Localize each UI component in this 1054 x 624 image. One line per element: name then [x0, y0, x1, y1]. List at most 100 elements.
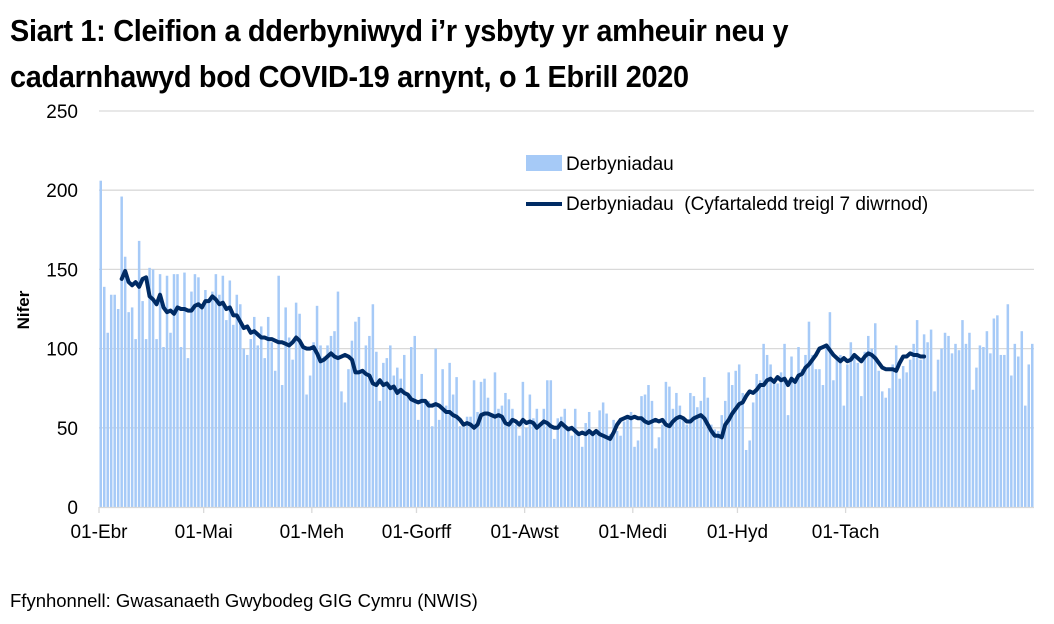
bar: [922, 334, 926, 507]
bar: [992, 318, 996, 507]
bar: [601, 402, 605, 507]
x-tick-label: 01-Medi: [598, 522, 667, 543]
bar: [532, 418, 535, 507]
legend-label-line: Derbyniadau (Cyfartaledd treigl 7 diwrno…: [566, 194, 928, 215]
bar: [204, 289, 207, 507]
bar: [765, 354, 769, 507]
bar: [985, 331, 989, 507]
bar: [915, 320, 919, 507]
x-axis: 01-Ebr 01-Mai 01-Meh 01-Gorff 01-Awst 01-Medi…: [70, 506, 1034, 543]
bar: [968, 332, 971, 507]
bar: [256, 345, 259, 507]
bar: [396, 367, 399, 507]
bar: [197, 277, 200, 507]
bar: [326, 345, 329, 507]
bar: [626, 418, 629, 507]
bar: [409, 347, 413, 507]
bar: [790, 356, 793, 507]
bar: [190, 291, 193, 507]
bar: [553, 438, 556, 507]
bar: [507, 399, 511, 507]
bar: [901, 366, 905, 507]
bar: [982, 347, 985, 507]
bar: [155, 339, 158, 507]
bar: [573, 408, 577, 507]
bar: [580, 446, 584, 507]
bar: [570, 435, 573, 507]
bar: [828, 312, 832, 507]
bar: [228, 280, 232, 507]
bar: [127, 312, 130, 507]
y-tick-label: 250: [46, 102, 78, 123]
bar: [1020, 331, 1024, 507]
bar: [521, 381, 525, 507]
bar: [413, 335, 416, 507]
bar: [329, 335, 333, 507]
bar: [186, 358, 190, 507]
bar: [737, 364, 741, 507]
bar: [423, 402, 427, 507]
bar: [804, 354, 807, 507]
bar: [371, 304, 375, 507]
bar: [692, 396, 696, 507]
bar: [1013, 343, 1017, 507]
bar: [113, 294, 116, 507]
bar: [378, 400, 382, 507]
bar: [368, 335, 371, 507]
bar: [437, 419, 441, 507]
bar: [636, 440, 640, 507]
bar: [880, 391, 884, 507]
bar: [225, 320, 228, 507]
bar: [860, 396, 863, 507]
bar: [200, 307, 204, 507]
bar: [591, 434, 594, 507]
bar: [542, 408, 546, 507]
bar: [270, 342, 273, 507]
bar: [476, 411, 479, 507]
bar: [287, 337, 291, 507]
bar: [539, 424, 542, 507]
bar: [518, 435, 521, 507]
bar: [884, 397, 887, 507]
legend-label-bars: Derbyniadau: [566, 154, 674, 175]
bar: [647, 385, 650, 507]
x-tick-label: 01-Mai: [175, 522, 233, 543]
bar: [315, 305, 319, 507]
bar: [814, 369, 818, 507]
bar: [333, 331, 336, 507]
bar: [947, 335, 950, 507]
bar: [455, 377, 458, 507]
bar: [734, 370, 737, 507]
bar: [566, 426, 570, 507]
bar: [699, 400, 703, 507]
bar: [863, 351, 867, 507]
bar: [696, 407, 699, 507]
bar: [253, 316, 256, 507]
bar: [263, 358, 266, 507]
bar: [284, 307, 287, 507]
x-tick-label: 01-Gorff: [382, 522, 452, 543]
bar: [605, 413, 608, 507]
bar: [783, 343, 786, 507]
bar: [751, 402, 755, 507]
bar: [800, 369, 804, 507]
bar: [361, 373, 364, 507]
bar: [528, 394, 532, 507]
bar: [671, 408, 675, 507]
bar: [211, 291, 214, 507]
bar: [144, 339, 148, 507]
bar: [193, 274, 197, 507]
bar: [458, 426, 462, 507]
bar: [891, 364, 894, 507]
legend-bar-swatch: [526, 155, 562, 171]
bar: [214, 274, 218, 507]
bar: [430, 426, 434, 507]
bar: [1003, 354, 1006, 507]
bar: [797, 347, 800, 507]
legend: Derbyniadau Derbyniadau (Cyfartaledd tre…: [526, 154, 928, 215]
bar: [912, 343, 915, 507]
bar: [472, 380, 476, 507]
bar: [525, 427, 528, 507]
bar: [486, 397, 490, 507]
bar: [650, 400, 654, 507]
